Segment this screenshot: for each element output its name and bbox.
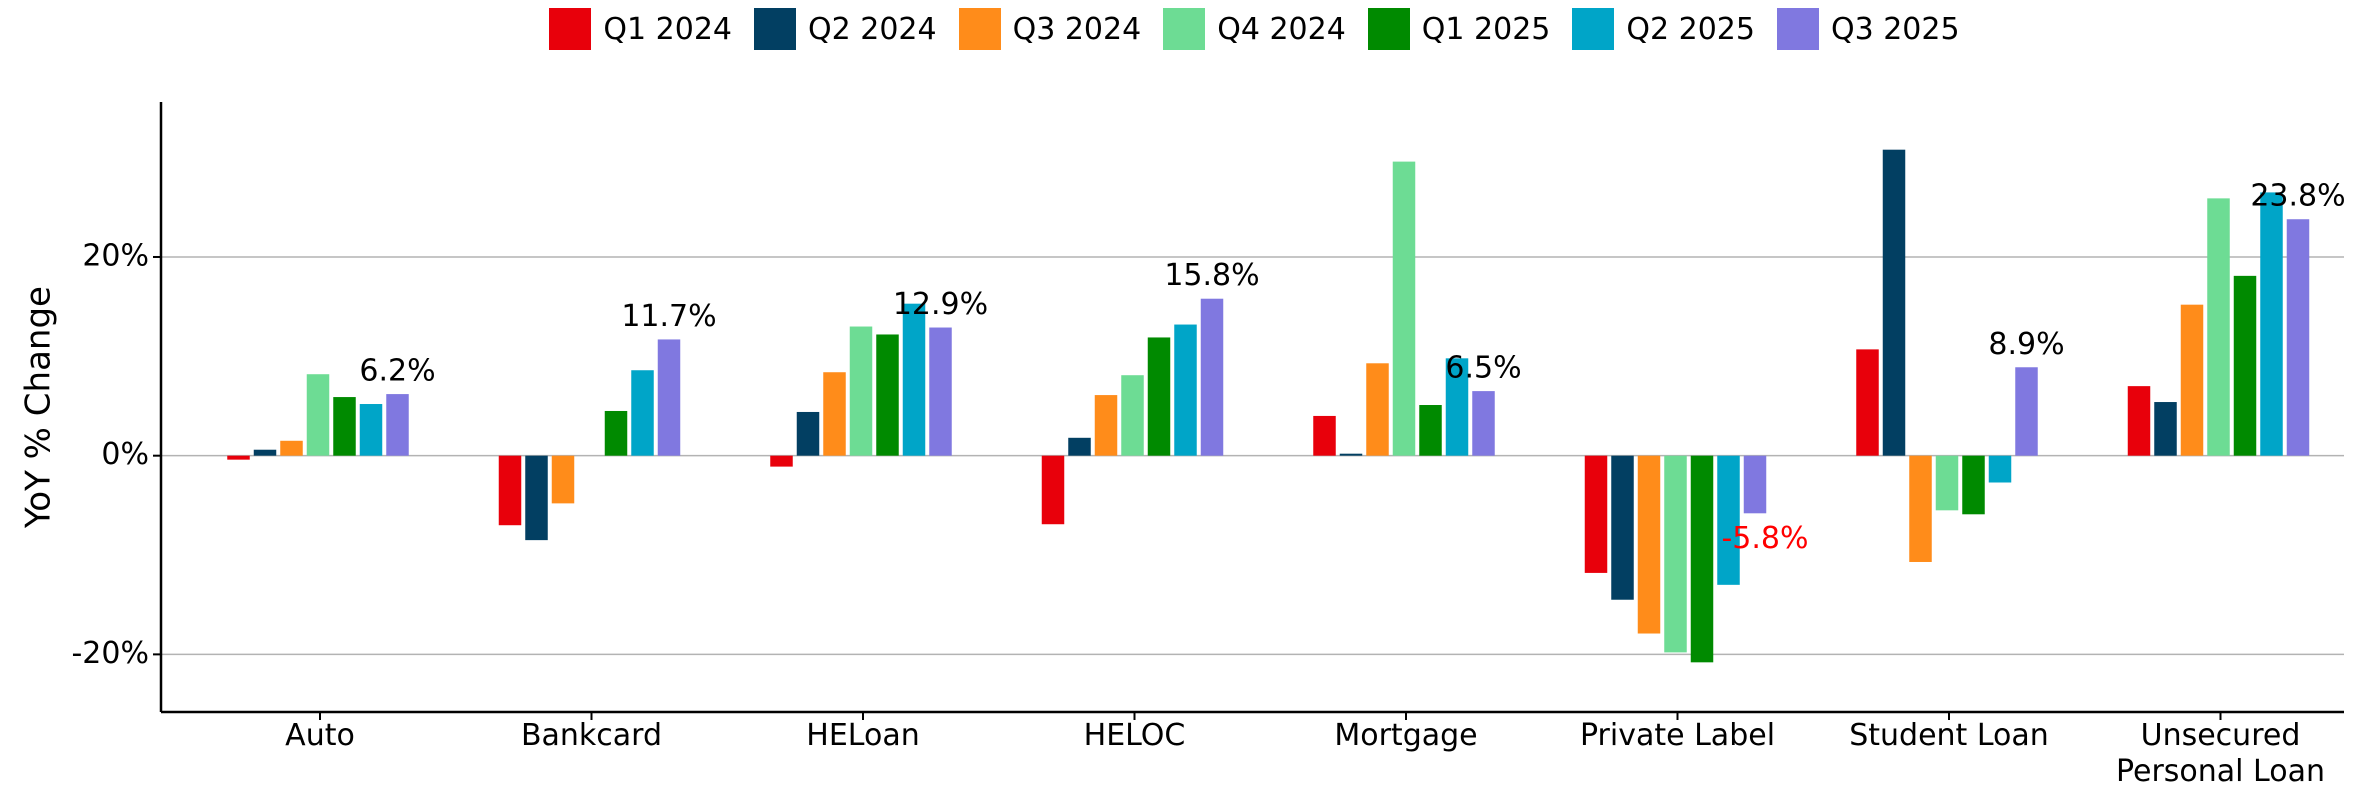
bar bbox=[2260, 192, 2283, 456]
legend-swatch bbox=[1776, 8, 1819, 50]
legend-item: Q2 2024 bbox=[754, 8, 937, 50]
legend-item: Q1 2025 bbox=[1367, 8, 1551, 50]
legend-swatch bbox=[1367, 8, 1410, 50]
bar bbox=[796, 411, 820, 456]
legend: Q1 2024 Q2 2024 Q3 2024 Q4 2024 Q1 2025 Q2 20… bbox=[0, 8, 2359, 50]
y-tick-label: 0% bbox=[101, 437, 149, 472]
bar bbox=[849, 326, 873, 456]
bar bbox=[1068, 437, 1091, 456]
bar bbox=[2154, 402, 2177, 456]
legend-swatch bbox=[549, 8, 592, 50]
y-tick-label: 20% bbox=[82, 238, 149, 273]
legend-label: Q4 2024 bbox=[1217, 11, 1346, 47]
bar bbox=[1094, 395, 1118, 456]
bar bbox=[1882, 149, 1906, 456]
legend-label: Q3 2024 bbox=[1012, 11, 1142, 47]
value-label: 23.8% bbox=[2250, 179, 2345, 214]
bar bbox=[2286, 219, 2310, 456]
legend-label: Q1 2025 bbox=[1421, 11, 1551, 47]
bar bbox=[902, 303, 926, 456]
legend-label: Q2 2025 bbox=[1626, 11, 1755, 47]
bar bbox=[1743, 455, 1767, 514]
bar bbox=[1339, 453, 1363, 456]
value-label: 6.5% bbox=[1445, 351, 1521, 386]
bar bbox=[551, 455, 575, 504]
legend-label: Q1 2024 bbox=[603, 11, 733, 47]
x-tick-label: Unsecured Personal Loan bbox=[2115, 718, 2325, 787]
bar bbox=[1445, 358, 1469, 456]
legend-swatch bbox=[1163, 8, 1206, 50]
bar bbox=[1637, 455, 1661, 634]
bar bbox=[359, 404, 383, 456]
x-tick-label: Student Loan bbox=[1849, 718, 2049, 753]
bar bbox=[1174, 324, 1197, 456]
y-axis-label: YoY % Change bbox=[19, 286, 59, 529]
bar bbox=[1664, 455, 1687, 653]
bar bbox=[1472, 391, 1495, 456]
bar bbox=[280, 440, 303, 456]
bar bbox=[770, 455, 793, 467]
bar bbox=[1962, 455, 1985, 515]
bar bbox=[498, 455, 522, 526]
legend-item: Q1 2024 bbox=[549, 8, 732, 50]
x-tick-label: Auto bbox=[285, 718, 355, 753]
y-tick-label: -20% bbox=[71, 636, 149, 671]
x-tick-label: Mortgage bbox=[1334, 718, 1478, 753]
bar bbox=[1856, 349, 1879, 456]
bar bbox=[1147, 337, 1171, 456]
legend-swatch bbox=[1572, 8, 1615, 50]
bar bbox=[631, 370, 654, 456]
bar bbox=[386, 394, 409, 456]
value-label: 11.7% bbox=[621, 299, 716, 334]
bar bbox=[1690, 455, 1714, 663]
bar bbox=[1366, 363, 1389, 456]
legend-item: Q3 2024 bbox=[958, 8, 1142, 50]
bar bbox=[227, 455, 250, 460]
bar bbox=[1717, 455, 1740, 585]
bar bbox=[1392, 161, 1416, 456]
legend-label: Q2 2024 bbox=[808, 11, 937, 47]
legend-swatch bbox=[958, 8, 1001, 50]
bar bbox=[2180, 304, 2204, 456]
bar bbox=[1584, 455, 1608, 573]
x-tick-label: HELoan bbox=[806, 718, 920, 753]
bar bbox=[657, 339, 681, 456]
bar bbox=[306, 374, 330, 456]
legend-item: Q4 2024 bbox=[1163, 8, 1346, 50]
bar bbox=[1988, 455, 2012, 483]
x-tick-label: Private Label bbox=[1579, 718, 1776, 753]
bar bbox=[1200, 298, 1224, 456]
legend-item: Q2 2025 bbox=[1572, 8, 1755, 50]
legend-label: Q3 2025 bbox=[1830, 11, 1960, 47]
bar bbox=[1909, 455, 1932, 562]
bar bbox=[2207, 198, 2230, 456]
legend-item: Q3 2025 bbox=[1776, 8, 1960, 50]
bar bbox=[876, 334, 899, 456]
x-tick-label: HELOC bbox=[1083, 718, 1186, 753]
value-label: 6.2% bbox=[359, 354, 435, 389]
x-tick-label: Bankcard bbox=[520, 718, 663, 753]
bar bbox=[2233, 275, 2257, 456]
bar bbox=[1935, 455, 1959, 511]
bar bbox=[929, 327, 952, 456]
bar bbox=[1419, 405, 1442, 456]
bar bbox=[1041, 455, 1065, 525]
bar bbox=[253, 449, 277, 456]
bar bbox=[1121, 375, 1144, 456]
bar bbox=[333, 397, 356, 456]
bar bbox=[2015, 367, 2038, 456]
bar bbox=[604, 410, 628, 456]
bar bbox=[1313, 415, 1336, 456]
bar bbox=[1611, 455, 1634, 600]
value-label: 12.9% bbox=[893, 287, 988, 322]
bar bbox=[525, 455, 548, 541]
value-label: 8.9% bbox=[1988, 327, 2064, 362]
bar bbox=[823, 372, 846, 456]
value-label: -5.8% bbox=[1721, 521, 1808, 556]
legend-swatch bbox=[754, 8, 797, 50]
value-label: 15.8% bbox=[1164, 258, 1259, 293]
bar bbox=[2127, 386, 2151, 456]
